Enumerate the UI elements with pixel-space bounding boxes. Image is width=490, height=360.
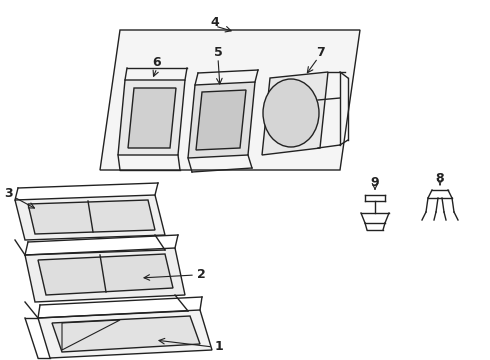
Polygon shape: [28, 200, 155, 234]
Polygon shape: [38, 254, 173, 295]
Polygon shape: [38, 310, 212, 358]
Ellipse shape: [263, 79, 319, 147]
Text: 9: 9: [371, 176, 379, 189]
Polygon shape: [25, 248, 185, 302]
Text: 8: 8: [436, 171, 444, 185]
Polygon shape: [188, 82, 255, 158]
Text: 4: 4: [211, 15, 220, 28]
Text: 2: 2: [197, 269, 206, 282]
Text: 6: 6: [153, 55, 161, 68]
Polygon shape: [15, 195, 165, 240]
Polygon shape: [52, 316, 200, 352]
Text: 3: 3: [4, 186, 12, 199]
Polygon shape: [196, 90, 246, 150]
Text: 5: 5: [214, 45, 222, 59]
Polygon shape: [118, 80, 185, 155]
Polygon shape: [262, 72, 328, 155]
Text: 7: 7: [316, 45, 324, 59]
Polygon shape: [100, 30, 360, 170]
Polygon shape: [128, 88, 176, 148]
Text: 1: 1: [215, 341, 224, 354]
